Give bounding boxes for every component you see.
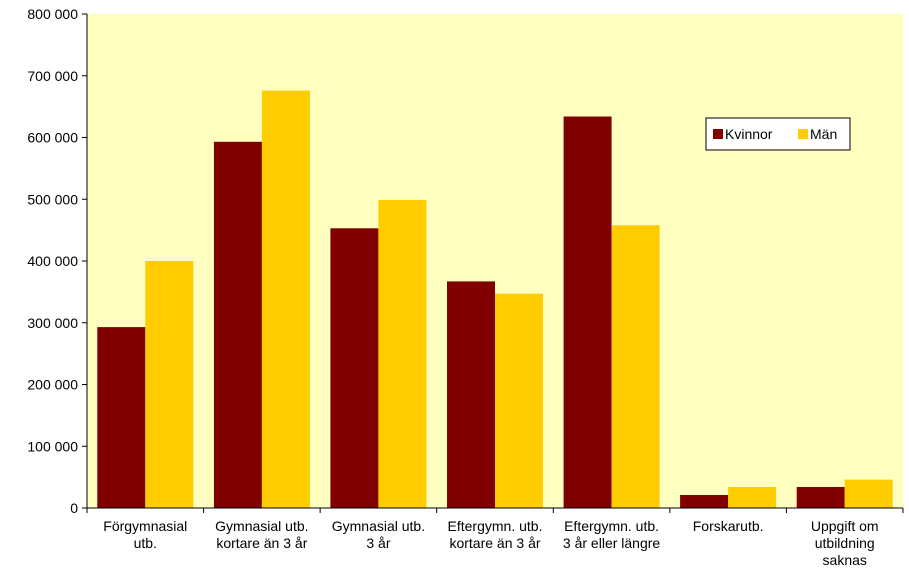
y-tick-label: 700 000	[27, 68, 78, 84]
bar-man-5	[728, 487, 777, 508]
y-tick-label: 400 000	[27, 253, 78, 269]
legend: Kvinnor Män	[705, 117, 851, 151]
legend-label-kvinnor: Kvinnor	[725, 126, 773, 142]
x-category-label: Forskarutb.	[693, 518, 764, 534]
bar-man-2	[378, 199, 427, 508]
x-axis-labels: Förgymnasial utb. Gymnasial utb. kortare än…	[103, 518, 878, 568]
bar-kvinnor-4	[563, 116, 612, 508]
legend-swatch-man	[798, 129, 808, 139]
legend-box	[705, 117, 851, 151]
y-tick-label: 500 000	[27, 191, 78, 207]
y-tick-label: 800 000	[27, 6, 78, 22]
legend-swatch-kvinnor	[713, 129, 723, 139]
legend-label-man: Män	[810, 126, 837, 142]
bar-kvinnor-0	[97, 327, 146, 508]
x-category-label: Gymnasial utb. 3 år	[332, 518, 425, 551]
bar-man-3	[495, 293, 543, 508]
bar-kvinnor-5	[680, 495, 729, 508]
bar-kvinnor-2	[330, 228, 379, 509]
bar-man-6	[844, 479, 893, 508]
y-tick-label: 600 000	[27, 130, 78, 146]
x-category-label: Gymnasial utb. kortare än 3 år	[215, 518, 308, 551]
x-category-label: Eftergymn. utb. kortare än 3 år	[448, 518, 543, 551]
y-tick-label: 0	[70, 500, 78, 516]
bar-man-1	[261, 90, 310, 508]
y-tick-label: 200 000	[27, 377, 78, 393]
bars-group	[97, 90, 893, 509]
bar-man-4	[611, 225, 660, 508]
x-category-label: Eftergymn. utb. 3 år eller längre	[563, 518, 660, 551]
bar-kvinnor-1	[213, 141, 262, 509]
bar-kvinnor-6	[796, 487, 845, 508]
bar-kvinnor-3	[447, 281, 495, 508]
y-axis-ticks: 0 100 000 200 000 300 000 400 000 500 000 600 …	[27, 6, 87, 516]
bar-man-0	[145, 261, 194, 508]
y-tick-label: 100 000	[27, 438, 78, 454]
x-category-label: Förgymnasial utb.	[103, 518, 187, 551]
y-tick-label: 300 000	[27, 315, 78, 331]
x-category-label: Uppgift om utbildning saknas	[811, 518, 879, 568]
